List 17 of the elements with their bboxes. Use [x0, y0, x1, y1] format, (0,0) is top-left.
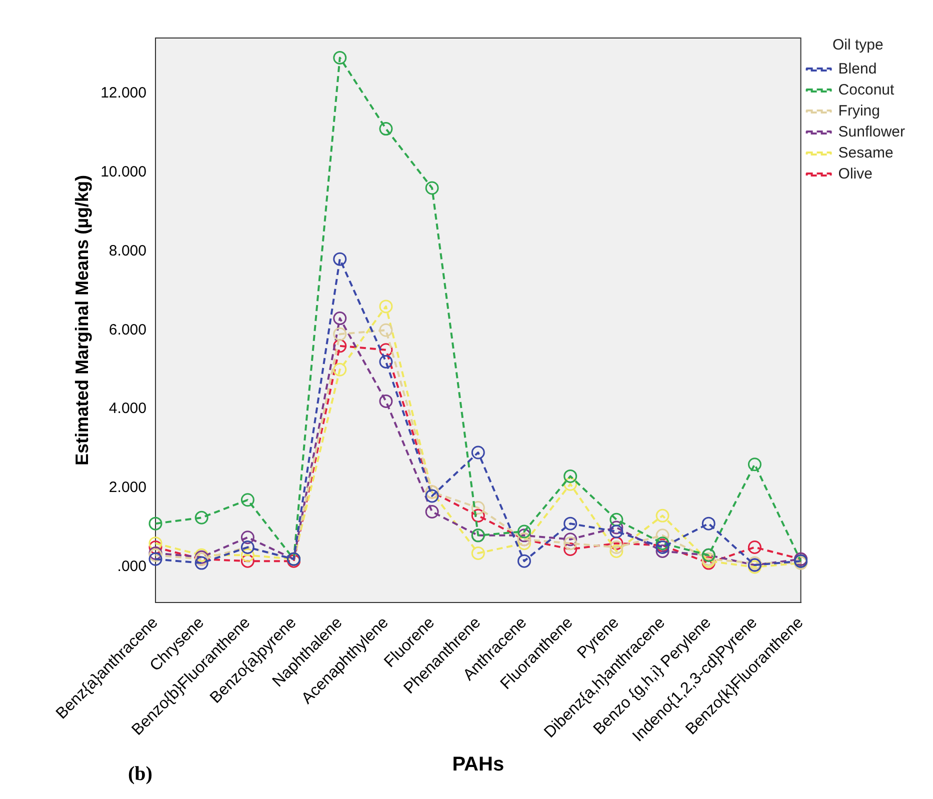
y-tick-label: 12.000 [100, 84, 146, 102]
y-tick-label: 6.000 [108, 321, 146, 338]
legend-label: Olive [838, 166, 872, 183]
legend-label: Coconut [838, 82, 895, 99]
text: (b) [128, 763, 152, 786]
y-tick-label: 4.000 [108, 400, 146, 418]
legend-label: Blend [838, 60, 877, 78]
y-axis-title: Estimated Marginal Means (µg/kg) [72, 175, 92, 466]
legend-title: Oil type [832, 36, 884, 54]
y-tick-label: .000 [117, 558, 146, 576]
legend-label: Frying [838, 102, 880, 120]
x-axis-title: PAHs [452, 754, 504, 776]
legend-label: Sesame [838, 144, 894, 162]
legend-label: Sunflower [838, 124, 906, 141]
y-tick-label: 8.000 [108, 242, 146, 260]
y-tick-label: 2.000 [108, 479, 146, 496]
y-tick-label: 10.000 [100, 163, 146, 180]
